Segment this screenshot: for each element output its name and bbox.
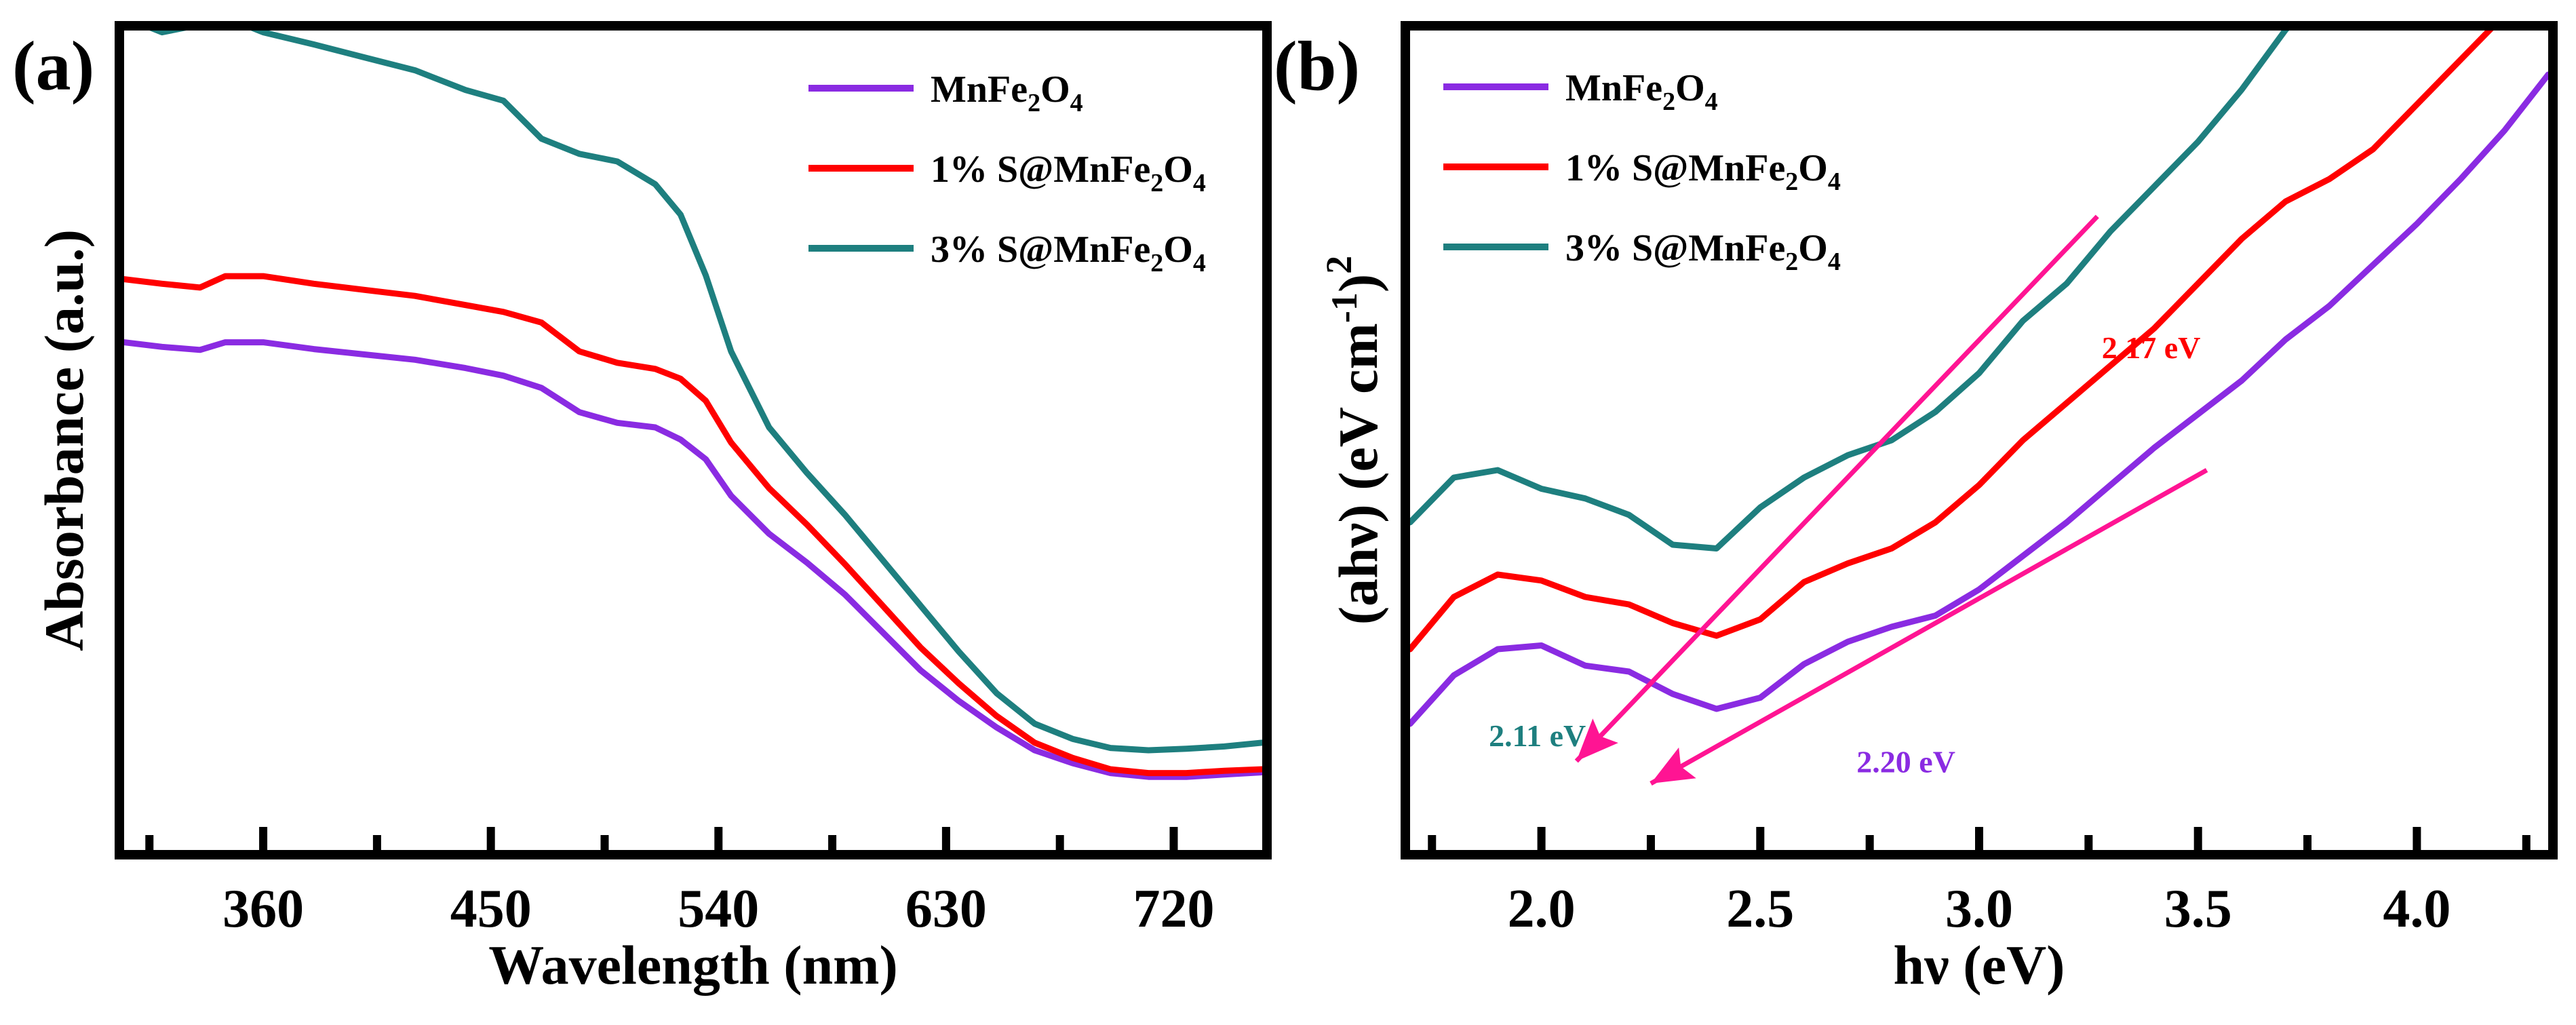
- fit-arrow-line: [1650, 467, 2208, 786]
- legend-entry-sub1: 2: [1150, 169, 1163, 197]
- panel-b-ticks: 2.0 2.5 3.0 3.5 4.0: [1428, 827, 2531, 939]
- legend-entry-base: MnFe: [1565, 67, 1662, 109]
- panel-a-xtick-label: 540: [678, 879, 759, 939]
- legend-entry-mid: O: [1163, 149, 1193, 191]
- legend-entry-S3: 3% S@MnFe2O4: [1565, 227, 1841, 276]
- legend-entry-sub1: 2: [1785, 248, 1798, 276]
- panel-b-series-line-MnFe2O4: [1410, 71, 2548, 727]
- panel-a-xtick-label: 450: [450, 879, 532, 939]
- legend-entry-S3: 3% S@MnFe2O4: [931, 229, 1206, 277]
- panel-b-series-line-S3: [1410, 31, 2290, 552]
- panel-b-xtick-label: 2.0: [1508, 879, 1576, 939]
- panel-b-arrows: [1574, 214, 2208, 786]
- legend-entry-MnFe2O4: MnFe2O4: [1565, 67, 1718, 116]
- panel-b-ylabel: (ahν) (eV cm-1)2: [1319, 256, 1389, 625]
- legend-entry-base: 3% S@MnFe: [1565, 227, 1785, 269]
- panel-b-frame: [1401, 21, 2558, 859]
- panel-a-xtick-label: 720: [1133, 879, 1214, 939]
- legend-entry-sub1: 2: [1662, 88, 1675, 116]
- legend-entry-base: 1% S@MnFe: [1565, 147, 1785, 189]
- panel-b-ylabel-sup2: 2: [1319, 256, 1359, 274]
- panel-b-ylabel-sup1: -1: [1324, 292, 1365, 323]
- panel-b-xlabel: hν (eV): [1894, 934, 2065, 996]
- legend-entry-base: 3% S@MnFe: [931, 229, 1150, 271]
- panel-b-xtick-label: 3.0: [1945, 879, 2013, 939]
- panel-b-xtick-label: 3.5: [2164, 879, 2232, 939]
- legend-entry-sub2: 4: [1193, 169, 1206, 197]
- bandgap-annotation-MnFe2O4: 2.20 eV: [1856, 745, 1955, 779]
- legend-entry-sub1: 2: [1028, 89, 1040, 117]
- panel-a-xtick-label: 630: [905, 879, 987, 939]
- panel-b-ylabel-main: (ahν) (eV cm: [1327, 323, 1389, 625]
- legend-entry-mid: O: [1798, 147, 1828, 189]
- panel-a-label: (a): [12, 27, 94, 105]
- legend-entry-sub2: 4: [1070, 89, 1083, 117]
- legend-entry-mid: O: [1163, 229, 1193, 271]
- fit-arrow-line: [1574, 214, 2099, 763]
- legend-entry-mid: O: [1675, 67, 1705, 109]
- bandgap-annotation-S3: 2.11 eV: [1489, 718, 1586, 753]
- legend-entry-S1: 1% S@MnFe2O4: [931, 149, 1206, 197]
- panel-a-series-line-S1: [124, 273, 1262, 777]
- panel-a-series-line-MnFe2O4: [124, 339, 1262, 780]
- fit-arrow-head: [1576, 718, 1618, 761]
- legend-entry-S1: 1% S@MnFe2O4: [1565, 147, 1841, 196]
- panel-b-label: (b): [1274, 27, 1360, 105]
- panel-a-series-line-S3: [149, 31, 1262, 754]
- panel-b-annotations: 2.17 eV 2.11 eV 2.20 eV: [1489, 330, 2200, 779]
- panel-a-ylabel: Absorbance (a.u.): [33, 229, 95, 651]
- fit-arrow-head: [1650, 747, 1696, 784]
- panel-b-xtick-label: 2.5: [1726, 879, 1794, 939]
- legend-entry-base: MnFe: [931, 69, 1028, 111]
- legend-entry-mid: O: [1040, 69, 1070, 111]
- panel-b-xtick-label: 4.0: [2383, 879, 2451, 939]
- legend-entry-sub2: 4: [1705, 88, 1718, 116]
- legend-entry-base: 1% S@MnFe: [931, 149, 1150, 191]
- panel-a-series: [124, 31, 1262, 780]
- legend-entry-sub1: 2: [1150, 249, 1163, 277]
- panel-b-series-line-S1: [1410, 31, 2494, 653]
- legend-entry-sub2: 4: [1828, 168, 1841, 196]
- panel-b: 2.17 eV 2.11 eV 2.20 eV 2.0 2.5 3.0 3.5 4.0 Mn…: [1319, 21, 2558, 996]
- legend-entry-mid: O: [1798, 227, 1828, 269]
- panel-a-xlabel: Wavelength (nm): [488, 934, 898, 996]
- panel-a-frame: [115, 21, 1272, 859]
- panel-b-ylabel-close: ): [1327, 274, 1389, 292]
- legend-entry-sub1: 2: [1785, 168, 1798, 196]
- legend-entry-sub2: 4: [1193, 249, 1206, 277]
- legend-entry-sub2: 4: [1828, 248, 1841, 276]
- legend-entry-MnFe2O4: MnFe2O4: [931, 69, 1083, 117]
- panel-b-series: [1410, 31, 2548, 727]
- bandgap-annotation-S1: 2.17 eV: [2102, 330, 2201, 365]
- panel-a-xtick-label: 360: [222, 879, 304, 939]
- panel-a-ticks: 360 450 540 630 720: [145, 827, 1214, 939]
